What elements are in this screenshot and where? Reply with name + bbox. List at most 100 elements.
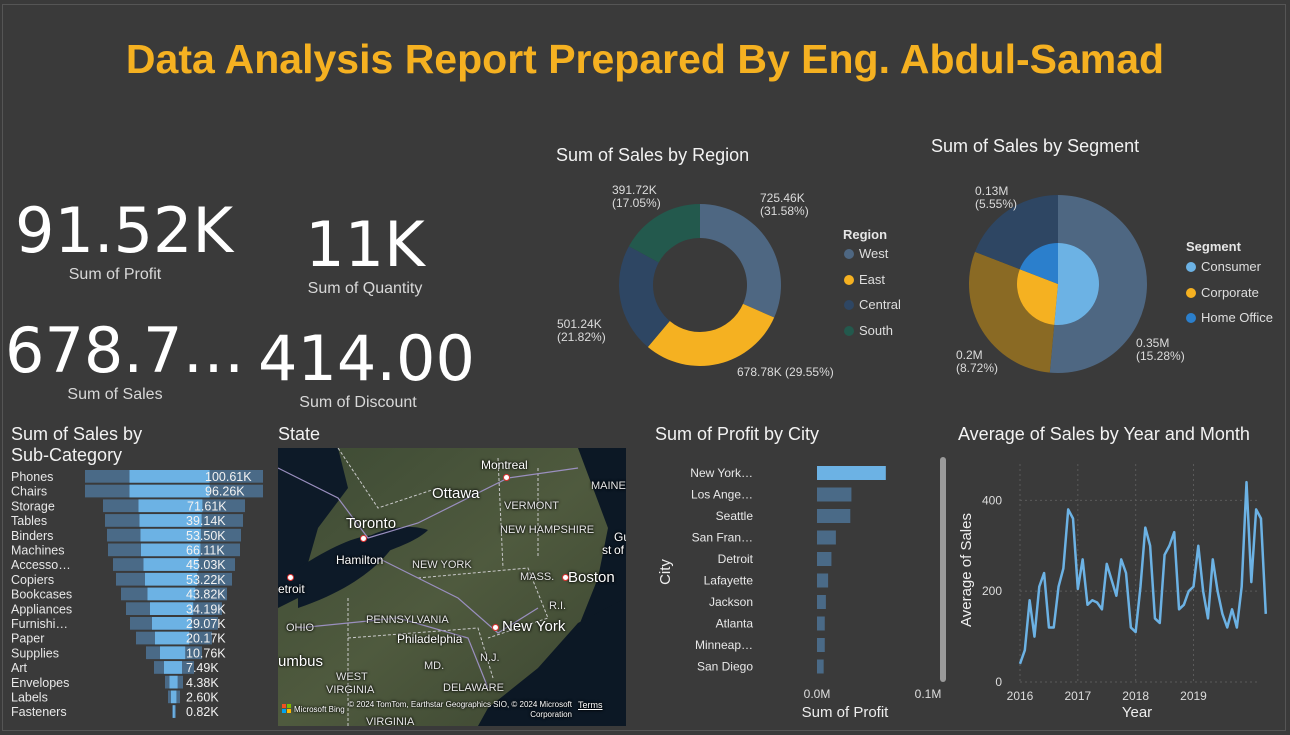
subcat-bar-paper[interactable] [155, 631, 190, 645]
subcat-label-envelopes: Envelopes [11, 676, 69, 690]
state-map[interactable]: Montreal Ottawa Toronto Hamilton VERMONT… [278, 448, 626, 726]
region-slice-east[interactable] [647, 303, 775, 366]
map-label-nj: N.J. [480, 652, 500, 664]
segment-inner-slice-corporate[interactable] [1017, 269, 1058, 325]
kpi-profit-card[interactable]: 91.52K Sum of Profit [15, 200, 233, 284]
subcat-label-chairs: Chairs [11, 485, 47, 499]
region-slice-south[interactable] [628, 204, 700, 263]
city-label-los-ange: Los Ange… [691, 488, 753, 502]
subcat-bar-machines[interactable] [141, 543, 201, 557]
map-attribution: © 2024 TomTom, Earthstar Geographics SIO… [348, 700, 572, 719]
map-dot-montreal [503, 474, 510, 481]
city-bar-chart[interactable]: New York… Los Ange… Seattle San Fran… Detroi… [650, 452, 955, 724]
subcat-chart-title: Sum of Sales by Sub-Category [11, 424, 143, 465]
region-label-central: 501.24K (21.82%) [557, 317, 606, 344]
city-bar-san-diego[interactable] [817, 659, 824, 674]
kpi-quantity-card[interactable]: 11K Sum of Quantity [275, 214, 455, 298]
subcat-bar-phones[interactable] [129, 470, 210, 483]
legend-label: Consumer [1201, 259, 1261, 274]
map-label-west-virginia: VIRGINIA [326, 684, 375, 696]
subcat-bar-art[interactable] [164, 661, 182, 674]
region-legend-item-east[interactable]: East [844, 272, 885, 287]
legend-label: East [859, 271, 886, 287]
region-donut-chart[interactable] [600, 185, 800, 385]
city-label-seattle: Seattle [716, 509, 754, 523]
legend-label: Corporate [1201, 284, 1259, 300]
subcat-bar-fasteners[interactable] [173, 705, 175, 718]
map-label-new-hampshire: NEW HAMPSHIRE [500, 524, 595, 536]
subcat-bar-supplies[interactable] [160, 646, 186, 660]
city-label-san-fran: San Fran… [692, 531, 753, 545]
report-frame [2, 4, 1286, 731]
subcat-value-appliances: 34.19K [186, 602, 226, 616]
map-label-columbus: umbus [278, 653, 324, 670]
map-terms-link[interactable]: Terms [578, 700, 603, 710]
segment-legend-item-home-office[interactable]: Home Office [1186, 310, 1273, 325]
segment-inner-slice-home-office[interactable] [1019, 243, 1058, 284]
map-label-philadelphia: Philadelphia [397, 632, 463, 646]
city-bar-lafayette[interactable] [817, 573, 829, 588]
kpi-sales-label: Sum of Sales [67, 386, 163, 403]
subcat-bar-envelopes[interactable] [169, 675, 178, 689]
segment-label-corporate: 0.2M (8.72%) [956, 348, 999, 375]
legend-dot-icon [844, 249, 854, 259]
subcat-bar-bookcases[interactable] [147, 587, 196, 601]
time-y-tick-2: 400 [982, 493, 1002, 507]
time-y-axis-label: Average of Sales [958, 513, 975, 627]
kpi-quantity-label: Sum of Quantity [307, 280, 423, 297]
city-bar-seattle[interactable] [817, 509, 851, 523]
subcat-label-furnishi: Furnishi… [11, 617, 68, 631]
subcat-label-supplies: Supplies [11, 646, 59, 660]
subcat-bar-tables[interactable] [139, 514, 202, 527]
city-label-san-diego: San Diego [697, 660, 753, 674]
city-y-axis-label: City [657, 559, 674, 585]
subcat-value-art: 7.49K [186, 661, 219, 675]
kpi-sales-card[interactable]: 678.7… Sum of Sales [5, 320, 245, 404]
segment-legend-item-consumer[interactable]: Consumer [1186, 259, 1261, 274]
subcat-bar-storage[interactable] [138, 499, 203, 513]
kpi-discount-card[interactable]: 414.00 Sum of Discount [258, 328, 475, 412]
city-bar-detroit[interactable] [817, 552, 832, 566]
segment-pie-chart[interactable] [967, 193, 1149, 375]
region-legend-item-south[interactable]: South [844, 323, 893, 338]
city-bar-atlanta[interactable] [817, 616, 825, 631]
segment-legend-item-corporate[interactable]: Corporate [1186, 285, 1259, 300]
map-label-boston: Boston [568, 569, 615, 586]
subcat-value-chairs: 96.26K [205, 485, 245, 499]
region-legend-item-west[interactable]: West [844, 246, 888, 261]
city-bar-jackson[interactable] [817, 595, 826, 609]
time-series-line[interactable] [1018, 480, 1268, 665]
city-scrollbar[interactable] [940, 457, 946, 682]
subcat-label-phones: Phones [11, 470, 53, 484]
map-title: State [278, 424, 321, 444]
subcat-value-copiers: 53.22K [186, 573, 226, 587]
city-bar-los-ange[interactable] [817, 487, 852, 502]
subcat-bar-accesso[interactable] [143, 558, 199, 571]
subcat-bar-labels[interactable] [171, 690, 177, 704]
subcat-bar-chairs[interactable] [129, 484, 210, 498]
region-slice-west[interactable] [700, 204, 781, 318]
kpi-discount-label: Sum of Discount [299, 394, 417, 411]
map-label-ohio: OHIO [286, 622, 315, 634]
time-x-tick-2017: 2017 [1064, 689, 1091, 703]
subcat-label-art: Art [11, 661, 28, 675]
region-legend-item-central[interactable]: Central [844, 297, 901, 312]
city-bar-new-york[interactable] [817, 466, 886, 480]
city-label-jackson: Jackson [709, 595, 753, 609]
map-dot-boston [562, 574, 569, 581]
region-slice-central[interactable] [619, 246, 670, 347]
legend-label: Home Office [1201, 310, 1274, 325]
segment-inner-slice-consumer[interactable] [1054, 243, 1099, 325]
subcat-bar-appliances[interactable] [150, 602, 194, 615]
legend-dot-icon [844, 300, 854, 310]
subcat-value-envelopes: 4.38K [186, 676, 219, 690]
city-x-axis-label: Sum of Profit [802, 704, 890, 721]
subcat-funnel-chart[interactable]: Phones 100.61K Chairs 96.26K Storage 71.61K Ta… [8, 468, 273, 722]
region-legend-title: Region [843, 227, 888, 242]
city-bar-minneap[interactable] [817, 638, 825, 652]
time-line-chart[interactable]: 0 200 400 2016 2017 2018 2019 Average of Sales Y… [955, 452, 1275, 724]
subcat-bar-binders[interactable] [140, 528, 201, 542]
subcat-bar-furnishi[interactable] [152, 617, 192, 630]
subcat-bar-copiers[interactable] [145, 572, 198, 586]
city-bar-san-fran[interactable] [817, 530, 836, 545]
